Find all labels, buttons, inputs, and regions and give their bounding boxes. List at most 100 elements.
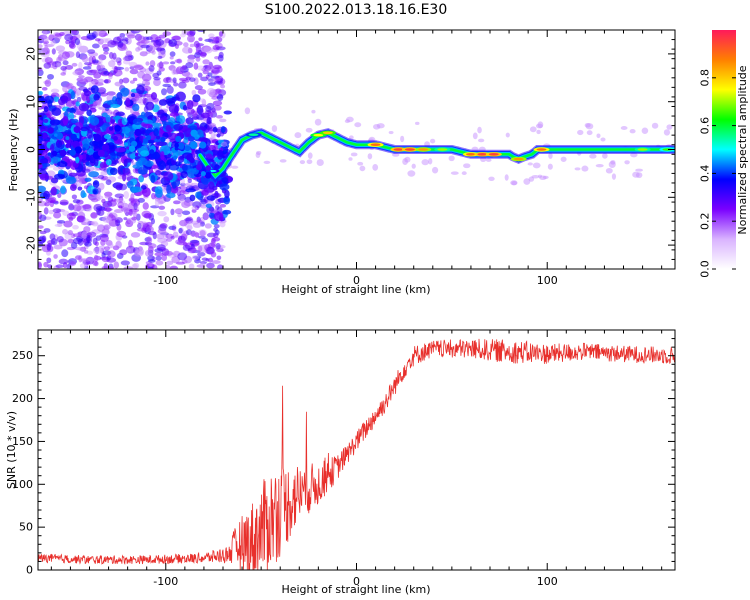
noise-speck — [107, 266, 115, 269]
noise-speck — [103, 51, 109, 55]
noise-speck — [134, 250, 144, 257]
noise-speck — [175, 67, 180, 75]
noise-speck — [213, 227, 218, 232]
noise-speck — [92, 69, 99, 76]
noise-speck — [168, 225, 177, 230]
noise-speck — [146, 139, 156, 144]
noise-speck — [65, 83, 73, 89]
noise-speck — [43, 207, 49, 215]
noise-speck — [199, 230, 206, 237]
colorbar-tick-label: 0.6 — [699, 117, 712, 135]
ridge-hotspot — [55, 132, 63, 140]
noise-speck — [63, 220, 73, 228]
noise-speck — [70, 91, 76, 100]
noise-speck — [86, 129, 93, 139]
noise-speck — [68, 40, 75, 48]
noise-speck — [140, 150, 150, 157]
noise-speck — [130, 93, 136, 98]
noise-speck — [184, 217, 192, 222]
noise-speck — [586, 130, 593, 136]
noise-speck — [220, 125, 226, 133]
noise-speck — [537, 121, 544, 129]
x-tick-label: -100 — [153, 575, 178, 588]
noise-speck — [188, 135, 195, 142]
ridge-hotspot — [74, 146, 82, 154]
noise-speck — [62, 229, 69, 235]
y-tick-label: 0 — [25, 146, 38, 153]
ridge-hotspot — [134, 152, 139, 157]
noise-speck — [96, 78, 105, 84]
noise-speck — [98, 182, 105, 191]
noise-speck — [155, 260, 164, 266]
noise-speck — [162, 83, 172, 88]
figure-title: S100.2022.013.18.16.E30 — [265, 2, 448, 18]
noise-speck — [199, 262, 206, 269]
noise-speck — [50, 39, 56, 46]
noise-speck — [78, 77, 86, 83]
noise-speck — [181, 210, 191, 216]
ridge-hotspot — [113, 135, 118, 141]
ridge-hotspot — [177, 142, 185, 150]
noise-speck — [202, 59, 210, 65]
noise-speck — [175, 91, 186, 102]
noise-speck — [74, 38, 81, 46]
noise-speck — [104, 194, 111, 199]
noise-speck — [194, 85, 203, 91]
noise-speck — [60, 72, 66, 76]
noise-speck — [547, 163, 553, 170]
noise-speck — [71, 30, 78, 35]
ridge-hotspot — [322, 131, 333, 135]
noise-speck — [81, 231, 88, 239]
noise-speck — [129, 69, 139, 75]
noise-speck — [39, 173, 49, 181]
noise-speck — [600, 137, 606, 142]
noise-speck — [105, 114, 111, 123]
snr-series-line — [38, 338, 675, 570]
noise-speck — [57, 161, 68, 168]
noise-speck — [74, 255, 82, 260]
noise-speck — [216, 133, 221, 138]
ridge-hotspot — [536, 148, 547, 151]
noise-speck — [117, 175, 124, 180]
noise-speck — [132, 112, 140, 116]
noise-speck — [107, 39, 117, 48]
noise-speck — [197, 72, 203, 78]
noise-speck — [219, 203, 227, 208]
ridge-hotspot — [513, 157, 524, 161]
ridge-hotspot — [204, 171, 212, 179]
noise-speck — [220, 84, 226, 89]
noise-speck — [200, 76, 209, 82]
noise-speck — [185, 188, 196, 193]
noise-speck — [98, 106, 106, 110]
noise-speck — [641, 127, 649, 135]
noise-speck — [58, 258, 69, 265]
colorbar-tick-label: 0.8 — [699, 69, 712, 87]
noise-speck — [68, 172, 78, 177]
noise-speck — [504, 174, 509, 181]
noise-speck — [214, 190, 219, 199]
noise-speck — [107, 250, 116, 258]
noise-speck — [204, 223, 212, 229]
noise-speck — [153, 78, 161, 87]
noise-speck — [55, 139, 63, 148]
noise-speck — [101, 198, 106, 204]
noise-speck — [271, 125, 278, 133]
noise-speck — [192, 94, 201, 103]
noise-speck — [80, 258, 91, 262]
ridge-hotspot — [65, 136, 70, 141]
ridge-hotspot — [174, 143, 179, 148]
noise-speck — [222, 209, 232, 215]
noise-speck — [478, 138, 485, 143]
noise-speck — [178, 227, 183, 234]
noise-speck — [52, 208, 62, 213]
noise-speck — [165, 98, 176, 104]
noise-speck — [108, 51, 114, 59]
noise-speck — [532, 162, 541, 169]
noise-speck — [93, 156, 99, 167]
noise-speck — [97, 87, 106, 93]
noise-speck — [153, 76, 161, 81]
ridge-hotspot — [69, 149, 76, 156]
noise-speck — [91, 198, 99, 203]
noise-speck — [207, 72, 213, 77]
